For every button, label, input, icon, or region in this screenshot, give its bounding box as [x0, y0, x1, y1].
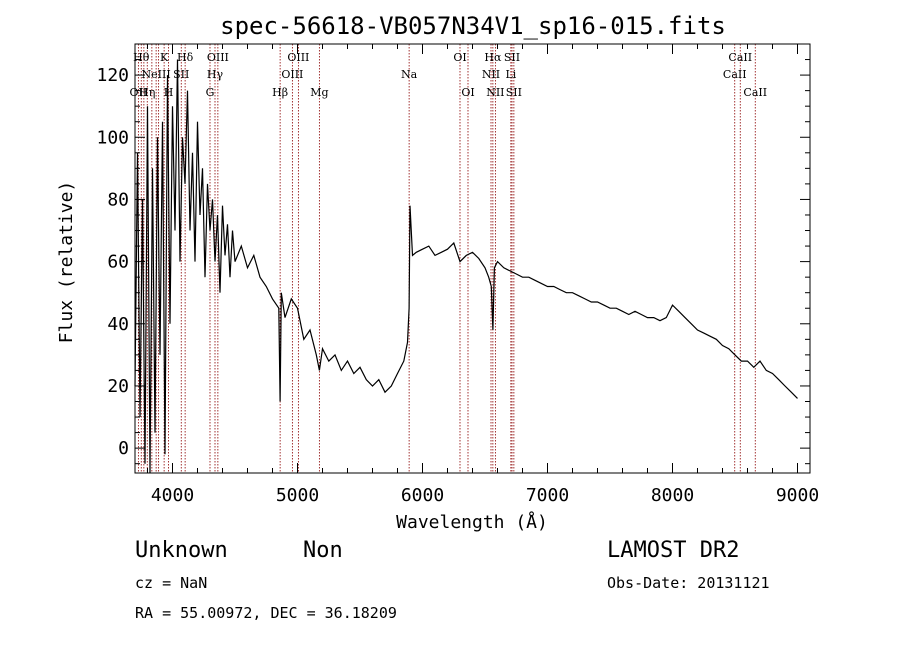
- object-class: Unknown: [135, 538, 228, 563]
- y-tick-label: 80: [107, 189, 129, 210]
- line-marker-label: NII: [482, 68, 500, 81]
- line-marker-label: Na: [401, 68, 418, 81]
- line-marker-label: Hθ: [133, 51, 150, 64]
- chart-title: spec-56618-VB057N34V1_sp16-015.fits: [220, 12, 726, 40]
- line-marker-label: Mg: [310, 86, 328, 99]
- x-tick-label: 8000: [651, 485, 694, 506]
- spectrum-line: [134, 59, 798, 474]
- x-axis-label: Wavelength (Å): [396, 511, 548, 533]
- y-tick-label: 60: [107, 252, 129, 273]
- line-marker-label: OIII: [207, 51, 229, 64]
- y-tick-label: 20: [107, 376, 129, 397]
- line-marker-label: OI: [453, 51, 466, 64]
- y-axis-label: Flux (relative): [56, 181, 77, 344]
- line-marker-label: SII: [173, 68, 189, 81]
- x-tick-label: 6000: [401, 485, 444, 506]
- y-tick-label: 100: [96, 127, 129, 148]
- line-marker-label: OII: [130, 86, 148, 99]
- y-axis-ticks: 0 20 40 60 80 100 120: [96, 59, 810, 465]
- line-marker-label: Hδ: [177, 51, 194, 64]
- line-marker-label: OIII: [287, 51, 309, 64]
- line-marker-label: SII: [506, 86, 522, 99]
- y-tick-label: 40: [107, 314, 129, 335]
- line-marker-label: OIII: [281, 68, 303, 81]
- line-marker-label: K: [160, 51, 169, 64]
- line-marker-labels: OII Hθ Hη NeIII K H SII Hδ G Hγ OIII Hβ OIII OIII Mg Na…: [130, 51, 768, 99]
- ra-dec: RA = 55.00972, DEC = 36.18209: [135, 604, 397, 622]
- line-marker-label: Hγ: [207, 68, 224, 81]
- line-marker-label: CaII: [743, 86, 767, 99]
- object-subclass: Non: [303, 538, 343, 563]
- x-tick-label: 7000: [526, 485, 569, 506]
- line-marker-label: NeIII: [142, 68, 171, 81]
- x-tick-label: 5000: [276, 485, 319, 506]
- y-tick-label: 0: [118, 438, 129, 459]
- line-marker-label: H: [164, 86, 174, 99]
- line-marker-label: NII: [486, 86, 504, 99]
- x-tick-label: 9000: [776, 485, 819, 506]
- line-marker-label: CaII: [728, 51, 752, 64]
- line-marker-label: Hη: [139, 86, 155, 99]
- line-marker-label: Li: [505, 68, 516, 81]
- line-marker-label: SII: [504, 51, 520, 64]
- survey-name: LAMOST DR2: [607, 538, 740, 563]
- line-marker-label: Hβ: [272, 86, 288, 99]
- line-marker-label: CaII: [723, 68, 747, 81]
- line-marker-label: G: [206, 86, 215, 99]
- y-tick-label: 120: [96, 65, 129, 86]
- x-axis-ticks: 4000 5000 6000 7000 8000 9000: [147, 44, 819, 506]
- line-marker-label: OI: [461, 86, 474, 99]
- observation-date: Obs-Date: 20131121: [607, 574, 770, 592]
- x-tick-label: 4000: [151, 485, 194, 506]
- line-marker-label: Hα: [484, 51, 502, 64]
- redshift-cz: cz = NaN: [135, 574, 208, 592]
